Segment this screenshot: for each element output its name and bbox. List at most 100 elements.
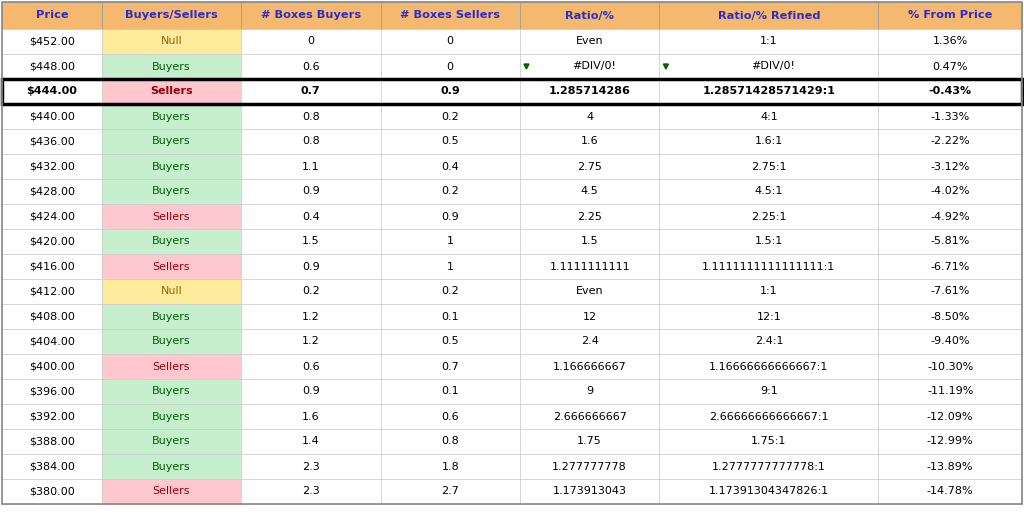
Text: 0.47%: 0.47% [933,61,968,71]
Bar [241,354,381,379]
Text: 1.36%: 1.36% [933,36,968,46]
Text: 9:1: 9:1 [760,386,778,396]
Text: 1.2777777777778:1: 1.2777777777778:1 [712,462,826,472]
Text: Sellers: Sellers [153,361,190,371]
Bar [2,304,101,329]
Text: 1.1: 1.1 [302,162,319,172]
Bar [381,354,520,379]
Bar [520,329,659,354]
Bar [879,404,1022,429]
Bar [2,79,1022,104]
Bar [659,354,879,379]
Bar [879,379,1022,404]
Bar [2,404,101,429]
Text: 0.1: 0.1 [441,386,459,396]
Bar [381,104,520,129]
Bar [659,479,879,504]
Bar [241,54,381,79]
Bar [659,204,879,229]
Bar [101,479,241,504]
Polygon shape [664,64,669,69]
Text: 2.75: 2.75 [578,162,602,172]
Bar [101,54,241,79]
Bar [879,354,1022,379]
Bar [879,454,1022,479]
Text: 0.4: 0.4 [441,162,459,172]
Bar [101,304,241,329]
Text: Buyers: Buyers [152,61,190,71]
Bar [101,229,241,254]
Text: $448.00: $448.00 [29,61,75,71]
Text: 0.2: 0.2 [302,287,319,296]
Bar [101,454,241,479]
Text: Buyers: Buyers [152,462,190,472]
Text: Buyers: Buyers [152,111,190,122]
Bar [659,329,879,354]
Text: 0.9: 0.9 [441,212,459,222]
Text: -8.50%: -8.50% [931,311,970,321]
Bar [241,329,381,354]
Text: 1.6: 1.6 [581,136,598,147]
Bar [241,379,381,404]
Text: 1:1: 1:1 [760,287,778,296]
Bar [520,304,659,329]
Bar [101,354,241,379]
Text: Buyers: Buyers [152,436,190,447]
Text: 0.9: 0.9 [302,262,319,271]
Bar [659,104,879,129]
Text: $452.00: $452.00 [29,36,75,46]
Text: -3.12%: -3.12% [931,162,970,172]
Text: Sellers: Sellers [153,487,190,497]
Text: -12.99%: -12.99% [927,436,974,447]
Polygon shape [524,64,529,69]
Text: 1.1111111111111111:1: 1.1111111111111111:1 [702,262,836,271]
Bar [879,304,1022,329]
Text: 4.5: 4.5 [581,187,599,197]
Bar [879,154,1022,179]
Text: 2.3: 2.3 [302,487,319,497]
Bar [879,229,1022,254]
Bar [381,154,520,179]
Text: 0.2: 0.2 [441,187,459,197]
Bar [659,404,879,429]
Text: Even: Even [575,287,603,296]
Text: 4:1: 4:1 [760,111,778,122]
Bar [241,479,381,504]
Text: 1.1111111111: 1.1111111111 [549,262,630,271]
Bar [2,154,101,179]
Text: 2.4: 2.4 [581,336,599,346]
Bar [879,204,1022,229]
Text: 4: 4 [586,111,593,122]
Bar [879,104,1022,129]
Bar [381,454,520,479]
Bar [2,229,101,254]
Text: -9.40%: -9.40% [931,336,970,346]
Bar [101,2,241,29]
Text: 0: 0 [307,36,314,46]
Bar [879,429,1022,454]
Bar [241,204,381,229]
Text: 9: 9 [586,386,593,396]
Text: 0.4: 0.4 [302,212,319,222]
Text: Buyers: Buyers [152,311,190,321]
Text: 0: 0 [446,36,454,46]
Bar [2,329,101,354]
Text: 1.5:1: 1.5:1 [755,237,783,246]
Text: #DIV/0!: #DIV/0! [571,61,615,71]
Text: -5.81%: -5.81% [931,237,970,246]
Bar [659,79,879,104]
Bar [381,229,520,254]
Text: 2.75:1: 2.75:1 [752,162,786,172]
Bar [2,254,101,279]
Text: 0.2: 0.2 [441,287,459,296]
Text: 1.5: 1.5 [302,237,319,246]
Text: $428.00: $428.00 [29,187,75,197]
Text: 0: 0 [446,61,454,71]
Bar [520,54,659,79]
Text: 0.7: 0.7 [301,86,321,97]
Bar [381,329,520,354]
Text: 12: 12 [583,311,597,321]
Text: 1.6: 1.6 [302,411,319,422]
Text: 0.6: 0.6 [302,361,319,371]
Text: Null: Null [161,287,182,296]
